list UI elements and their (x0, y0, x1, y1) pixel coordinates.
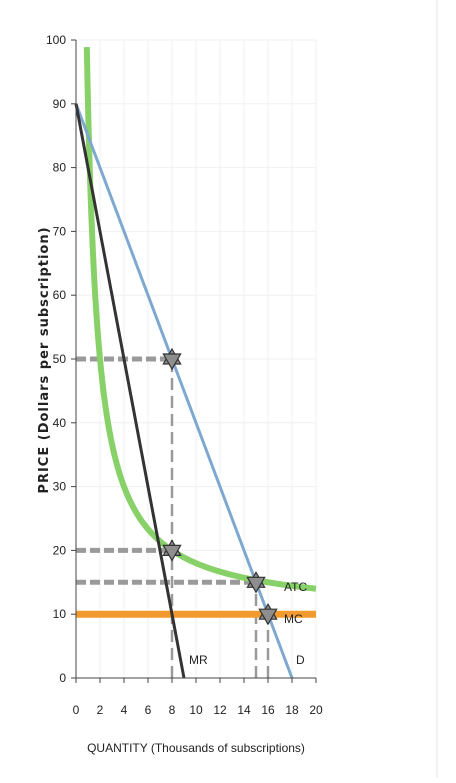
star-marker-tri-down (162, 353, 182, 371)
y-tick-label: 40 (53, 416, 67, 430)
star-marker-tri-down (162, 544, 182, 562)
y-tick-label: 100 (46, 33, 66, 47)
x-tick-label: 2 (97, 703, 104, 717)
y-tick-label: 20 (53, 543, 67, 557)
label-mr: MR (189, 653, 208, 667)
y-tick-label: 60 (53, 288, 67, 302)
star-marker (162, 347, 182, 371)
star-markers (162, 347, 278, 626)
label-mc: MC (284, 612, 303, 626)
star-marker-tri-down (258, 608, 278, 626)
x-tick-label: 18 (285, 703, 299, 717)
label-atc: ATC (284, 580, 307, 594)
star-marker (162, 539, 182, 562)
series-mr-line (74, 103, 186, 679)
star-marker (258, 602, 278, 626)
y-tick-label: 30 (53, 480, 67, 494)
x-tick-label: 0 (73, 703, 80, 717)
x-tick-label: 8 (169, 703, 176, 717)
y-tick-label: 80 (53, 161, 67, 175)
x-tick-label: 20 (309, 703, 323, 717)
y-tick-label: 10 (53, 607, 67, 621)
label-d: D (296, 653, 305, 667)
x-tick-label: 4 (121, 703, 128, 717)
x-tick-label: 12 (213, 703, 227, 717)
star-marker-tri-down (246, 576, 266, 594)
y-tick-label: 70 (53, 224, 67, 238)
y-tick-label: 90 (53, 97, 67, 111)
y-axis-title: PRICE (Dollars per subscription) (37, 226, 52, 493)
x-axis-title: QUANTITY (Thousands of subscriptions) (87, 741, 305, 755)
star-marker (246, 571, 266, 594)
y-tick-label: 50 (53, 352, 67, 366)
series-atc-line (83, 47, 319, 592)
x-tick-label: 16 (261, 703, 275, 717)
y-tick-label: 0 (59, 671, 66, 685)
axes (71, 39, 317, 683)
x-tick-label: 14 (237, 703, 251, 717)
x-tick-label: 10 (189, 703, 203, 717)
x-tick-label: 6 (145, 703, 152, 717)
tick-labels: 0 10 20 30 40 50 60 70 80 90 100 0 2 4 6 8 10 12 14 16 18 20 (46, 33, 323, 717)
